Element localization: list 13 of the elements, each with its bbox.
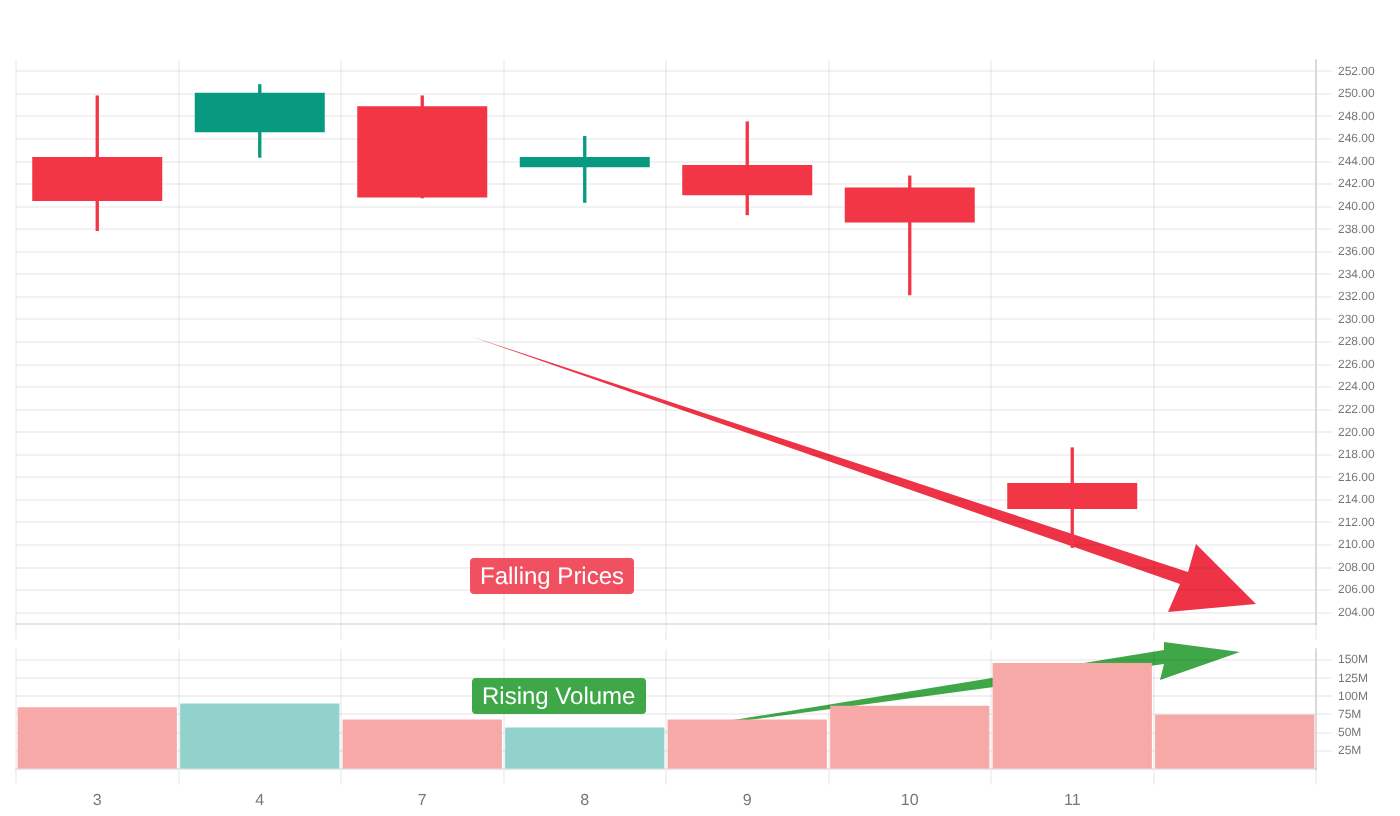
x-tick-label: 7 (417, 790, 428, 809)
x-tick-label: 10 (900, 790, 920, 809)
x-tick-label: 4 (255, 790, 266, 809)
x-tick-label: 3 (92, 790, 103, 809)
x-tick-label: 9 (742, 790, 753, 809)
annotation: Falling Prices (470, 558, 635, 594)
bar (17, 707, 177, 769)
bar (180, 703, 340, 769)
x-tick-label: 8 (580, 790, 591, 809)
x-tick-label: 11 (1063, 790, 1082, 809)
bar (505, 727, 665, 769)
bar (342, 719, 502, 769)
annotation: Rising Volume (472, 678, 646, 714)
